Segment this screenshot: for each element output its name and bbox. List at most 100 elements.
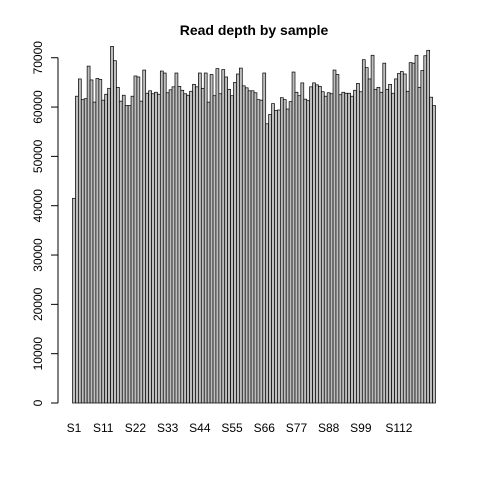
x-axis-labels: S1 S11 S22 S33 S44 S55 S66 S77 S88 S99 S112 [67,421,413,435]
bar [335,74,340,404]
bar [414,54,419,404]
bar [180,89,185,404]
bar [297,95,302,404]
bar [186,94,190,404]
bar [72,197,76,404]
bar [280,97,284,404]
bar [116,86,120,404]
bar [391,92,395,404]
bar [361,59,366,404]
bar [177,85,182,404]
bar [323,95,328,404]
bar [183,93,188,404]
x-tick-label: S44 [189,421,211,435]
y-tick-label: 10000 [31,337,45,371]
bar [230,95,234,404]
bar [341,91,346,404]
bar [400,71,404,404]
bar [250,90,255,404]
bar [95,78,100,404]
bar [221,69,226,404]
bar [420,70,425,404]
bar [98,79,103,404]
bar [174,72,179,404]
bar [253,92,258,404]
bar [139,100,144,404]
bar [259,99,264,404]
bar [142,69,147,404]
bar [426,49,431,404]
bar [315,84,319,404]
y-axis: 0 10000 20000 30000 40000 50000 60000 70000 [31,41,59,406]
bar [306,100,310,404]
bar [408,62,413,404]
bar [195,86,199,404]
bar [356,83,360,404]
bar [312,82,316,404]
bar [162,72,167,404]
x-tick-label: S99 [350,421,372,435]
bar [256,99,261,404]
bar [104,93,108,404]
bar [359,91,363,404]
bar [151,93,155,404]
x-tick-label: S33 [157,421,179,435]
bar [159,70,164,404]
bar [320,91,325,404]
bar [218,93,223,404]
bar [244,87,249,404]
bar [165,92,170,404]
bar [83,98,88,404]
bar [121,94,126,404]
bar [303,98,308,404]
bar [209,74,214,404]
bar [118,100,123,404]
bars-group [72,46,436,404]
bar [338,94,343,404]
bar [417,86,422,404]
bar [145,92,149,404]
bar [309,86,313,404]
bar [168,89,173,404]
bar [373,88,378,404]
bar [385,88,390,404]
bar [171,86,176,404]
bar [405,90,410,404]
bar [80,99,85,404]
bar [326,92,331,404]
bar [227,88,231,404]
x-tick-label: S66 [254,421,276,435]
bar [265,123,269,404]
x-tick-label: S88 [318,421,340,435]
bar [288,101,293,404]
bar [236,73,240,404]
bar [432,105,436,404]
bar [423,55,428,404]
bar [285,108,290,404]
x-tick-label: S55 [221,421,243,435]
y-tick-label: 30000 [31,238,45,272]
bar [411,62,416,404]
y-tick-label: 20000 [31,287,45,321]
bar [239,67,243,404]
bar [154,91,158,404]
bar [200,87,205,404]
bar [198,72,202,404]
bar [277,109,281,404]
bar [274,110,278,404]
bar [77,78,82,404]
bar [189,90,193,404]
bar [347,92,351,404]
bar [148,90,152,404]
bar [233,82,237,404]
bar [89,79,94,404]
bar [157,93,161,404]
bar [133,75,138,404]
bar [247,90,252,404]
bar [107,87,111,404]
bar [124,105,129,404]
bar [215,68,220,404]
bar [110,46,114,404]
bar [136,76,141,404]
